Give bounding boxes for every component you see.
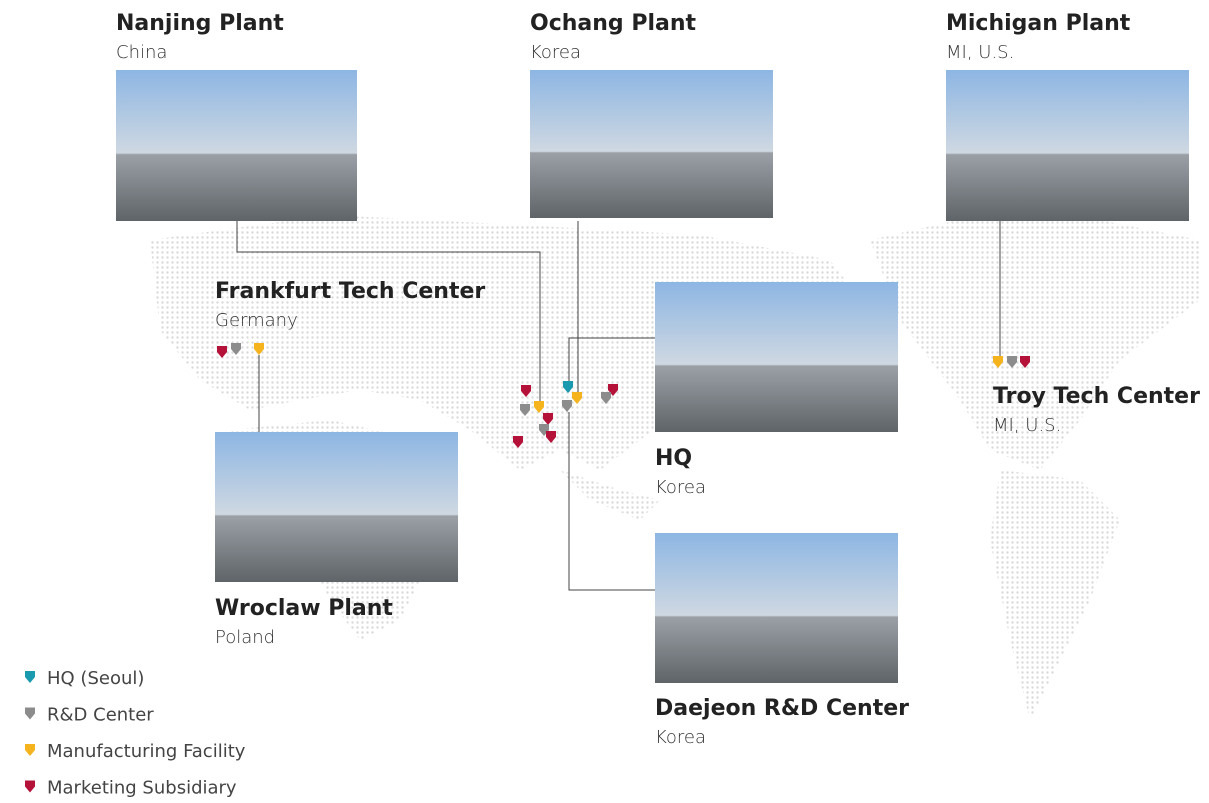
site-name: Ochang Plant <box>530 11 696 36</box>
site-name: Frankfurt Tech Center <box>215 279 485 304</box>
photo <box>946 70 1189 221</box>
site-location: Germany <box>215 310 298 331</box>
legend-label: Manufacturing Facility <box>47 741 246 762</box>
legend-label: R&D Center <box>47 705 154 726</box>
legend-label: Marketing Subsidiary <box>47 778 237 799</box>
map-infographic: Nanjing Plant China Ochang Plant Korea Michi… <box>0 0 1209 803</box>
photo <box>116 70 357 221</box>
photo <box>655 282 898 432</box>
pin <box>25 671 35 683</box>
photo <box>655 533 898 683</box>
site-location: MI, U.S. <box>993 415 1061 436</box>
photo <box>215 432 458 582</box>
site-name: Daejeon R&D Center <box>655 696 909 721</box>
site-name: Wroclaw Plant <box>215 596 393 621</box>
pin <box>25 781 35 793</box>
site-name: Nanjing Plant <box>116 11 284 36</box>
site-location: Poland <box>215 627 275 648</box>
site-name: Troy Tech Center <box>993 384 1200 409</box>
pin <box>25 708 35 720</box>
photo <box>530 70 773 218</box>
legend-label: HQ (Seoul) <box>47 668 144 689</box>
site-location: MI, U.S. <box>946 42 1014 63</box>
site-location: Korea <box>655 727 706 748</box>
site-name: Michigan Plant <box>946 11 1131 36</box>
site-location: Korea <box>655 477 706 498</box>
site-location: Korea <box>530 42 581 63</box>
site-location: China <box>116 42 167 63</box>
site-name: HQ <box>655 446 692 471</box>
pin <box>25 744 35 756</box>
page: Nanjing Plant China Ochang Plant Korea Michi… <box>0 0 1209 803</box>
